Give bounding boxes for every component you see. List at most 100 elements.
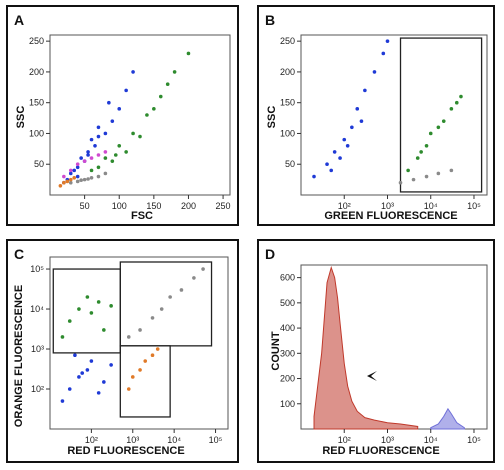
panel-label-b: B [265, 12, 275, 28]
scatter-point-c-0 [89, 359, 94, 363]
scatter-point-c-2 [138, 328, 142, 332]
scatter-point-c-3 [138, 368, 142, 372]
scatter-point-b-1 [441, 119, 446, 123]
scatter-point-c-0 [85, 368, 90, 372]
panel-a: A 50 100 150 200 250 50 100 150 200 250 FSC SSC [6, 5, 239, 226]
plot-frame-c [49, 256, 229, 430]
scatter-point-c-2 [192, 276, 196, 280]
scatter-point-a-2 [89, 175, 94, 180]
scatter-point-b-0 [329, 168, 334, 173]
scatter-point-a-3 [82, 159, 87, 163]
y-tick-label-b: 50 [285, 159, 295, 169]
scatter-point-c-1 [60, 335, 65, 339]
y-tick-label-a: 200 [29, 67, 44, 77]
scatter-point-b-0 [338, 156, 342, 160]
scatter-point-c-2 [201, 267, 205, 271]
histogram-series-d-1 [430, 407, 465, 430]
scatter-point-c-0 [60, 399, 65, 403]
scatter-point-b-0 [345, 143, 350, 148]
scatter-point-b-0 [332, 150, 337, 154]
plot-d: 10² 10³ 10⁴ 10⁵ 100 200 300 400 500 600 [280, 264, 488, 445]
gate-c-2 [119, 345, 171, 418]
panel-a-svg: A 50 100 150 200 250 50 100 150 200 250 FSC SSC [14, 12, 231, 222]
scatter-point-a-4 [58, 183, 63, 188]
scatter-point-a-1 [110, 159, 115, 163]
y-axis-label-d: COUNT [270, 331, 282, 370]
x-tick-label-d: 10⁵ [467, 435, 481, 445]
y-tick-label-d: 100 [280, 399, 295, 409]
scatter-point-b-2 [449, 168, 454, 173]
scatter-point-a-3 [75, 162, 80, 167]
scatter-point-a-0 [110, 119, 115, 123]
y-tick-label-c: 10² [31, 384, 44, 394]
scatter-point-a-1 [172, 70, 177, 74]
x-tick-label-d: 10³ [381, 435, 394, 445]
x-axis-label-c: RED FLUORESCENCE [67, 445, 184, 457]
x-tick-label-c: 10⁵ [209, 435, 223, 445]
x-tick-label-b: 10³ [381, 201, 394, 211]
scatter-point-a-3 [96, 153, 101, 157]
scatter-point-b-0 [342, 137, 347, 142]
y-tick-label-d: 600 [280, 273, 295, 283]
scatter-point-a-2 [96, 174, 101, 179]
scatter-point-c-0 [109, 363, 113, 367]
y-axis-label-b: SSC [266, 106, 278, 129]
scatter-point-b-2 [411, 177, 416, 182]
x-tick-label-c: 10² [85, 435, 98, 445]
scatter-point-a-0 [79, 156, 83, 160]
x-tick-label-a: 250 [216, 201, 231, 211]
scatter-point-b-1 [424, 143, 429, 148]
scatter-point-a-1 [103, 156, 108, 160]
scatter-point-a-1 [113, 153, 118, 157]
y-tick-label-d: 500 [280, 298, 295, 308]
y-tick-label-a: 250 [29, 36, 44, 46]
scatter-point-c-1 [77, 307, 81, 311]
scatter-point-a-0 [86, 150, 90, 154]
x-tick-label-a: 50 [80, 201, 90, 211]
scatter-point-a-0 [89, 137, 94, 142]
scatter-point-a-1 [158, 94, 163, 99]
scatter-point-a-1 [186, 51, 191, 56]
x-tick-label-c: 10³ [126, 435, 139, 445]
scatter-point-c-0 [102, 380, 106, 384]
y-tick-label-d: 200 [280, 374, 295, 384]
plot-frame-b [300, 34, 488, 196]
scatter-point-a-0 [86, 153, 90, 157]
x-tick-label-d: 10⁴ [424, 435, 438, 445]
gate-b-0 [399, 37, 483, 193]
y-tick-label-b: 250 [280, 36, 295, 46]
scatter-point-a-1 [165, 82, 170, 87]
scatter-point-a-0 [117, 107, 122, 111]
scatter-point-a-2 [82, 177, 87, 182]
y-tick-label-c: 10⁴ [30, 304, 44, 314]
scatter-point-a-3 [68, 168, 73, 173]
scatter-point-a-2 [68, 180, 73, 185]
scatter-point-b-1 [436, 125, 441, 130]
x-tick-label-a: 150 [146, 201, 161, 211]
scatter-point-c-0 [73, 353, 77, 358]
panel-d-svg: D 10² 10³ 10⁴ 10⁵ 100 200 300 400 500 600 RED FLU… [265, 246, 488, 457]
scatter-point-b-1 [415, 156, 420, 160]
scatter-point-c-2 [150, 316, 155, 320]
scatter-point-b-0 [350, 125, 354, 130]
scatter-point-c-2 [168, 295, 172, 299]
x-tick-label-d: 10² [338, 435, 351, 445]
scatter-point-c-3 [150, 353, 155, 358]
scatter-point-a-0 [75, 174, 80, 179]
y-tick-label-c: 10³ [31, 344, 44, 354]
x-tick-label-a: 200 [181, 201, 196, 211]
scatter-point-c-1 [102, 328, 106, 332]
scatter-point-b-0 [385, 39, 390, 43]
scatter-point-a-0 [68, 171, 73, 176]
scatter-point-c-0 [96, 391, 101, 395]
scatter-point-b-1 [459, 94, 463, 99]
arrowhead-marker [367, 371, 377, 381]
scatter-point-a-2 [86, 177, 90, 181]
scatter-point-a-4 [62, 180, 66, 185]
scatter-point-a-1 [124, 150, 128, 154]
x-tick-label-a: 100 [112, 201, 127, 211]
scatter-point-b-2 [436, 171, 441, 176]
y-axis-label-a: SSC [15, 106, 27, 129]
panel-c-svg: C 10² 10³ 10⁴ 10⁵ 10² 10³ 10⁴ 10⁵ RED FLUORESCE… [13, 246, 229, 457]
scatter-point-a-0 [124, 88, 128, 93]
